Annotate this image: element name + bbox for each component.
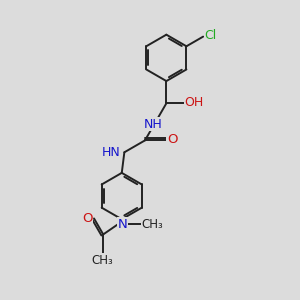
Text: O: O	[82, 212, 93, 225]
Text: CH₃: CH₃	[142, 218, 163, 231]
Text: NH: NH	[143, 118, 162, 131]
Text: HN: HN	[102, 146, 120, 159]
Text: OH: OH	[185, 96, 204, 109]
Text: Cl: Cl	[205, 28, 217, 42]
Text: CH₃: CH₃	[92, 254, 113, 267]
Text: N: N	[118, 218, 127, 231]
Text: O: O	[167, 133, 178, 146]
